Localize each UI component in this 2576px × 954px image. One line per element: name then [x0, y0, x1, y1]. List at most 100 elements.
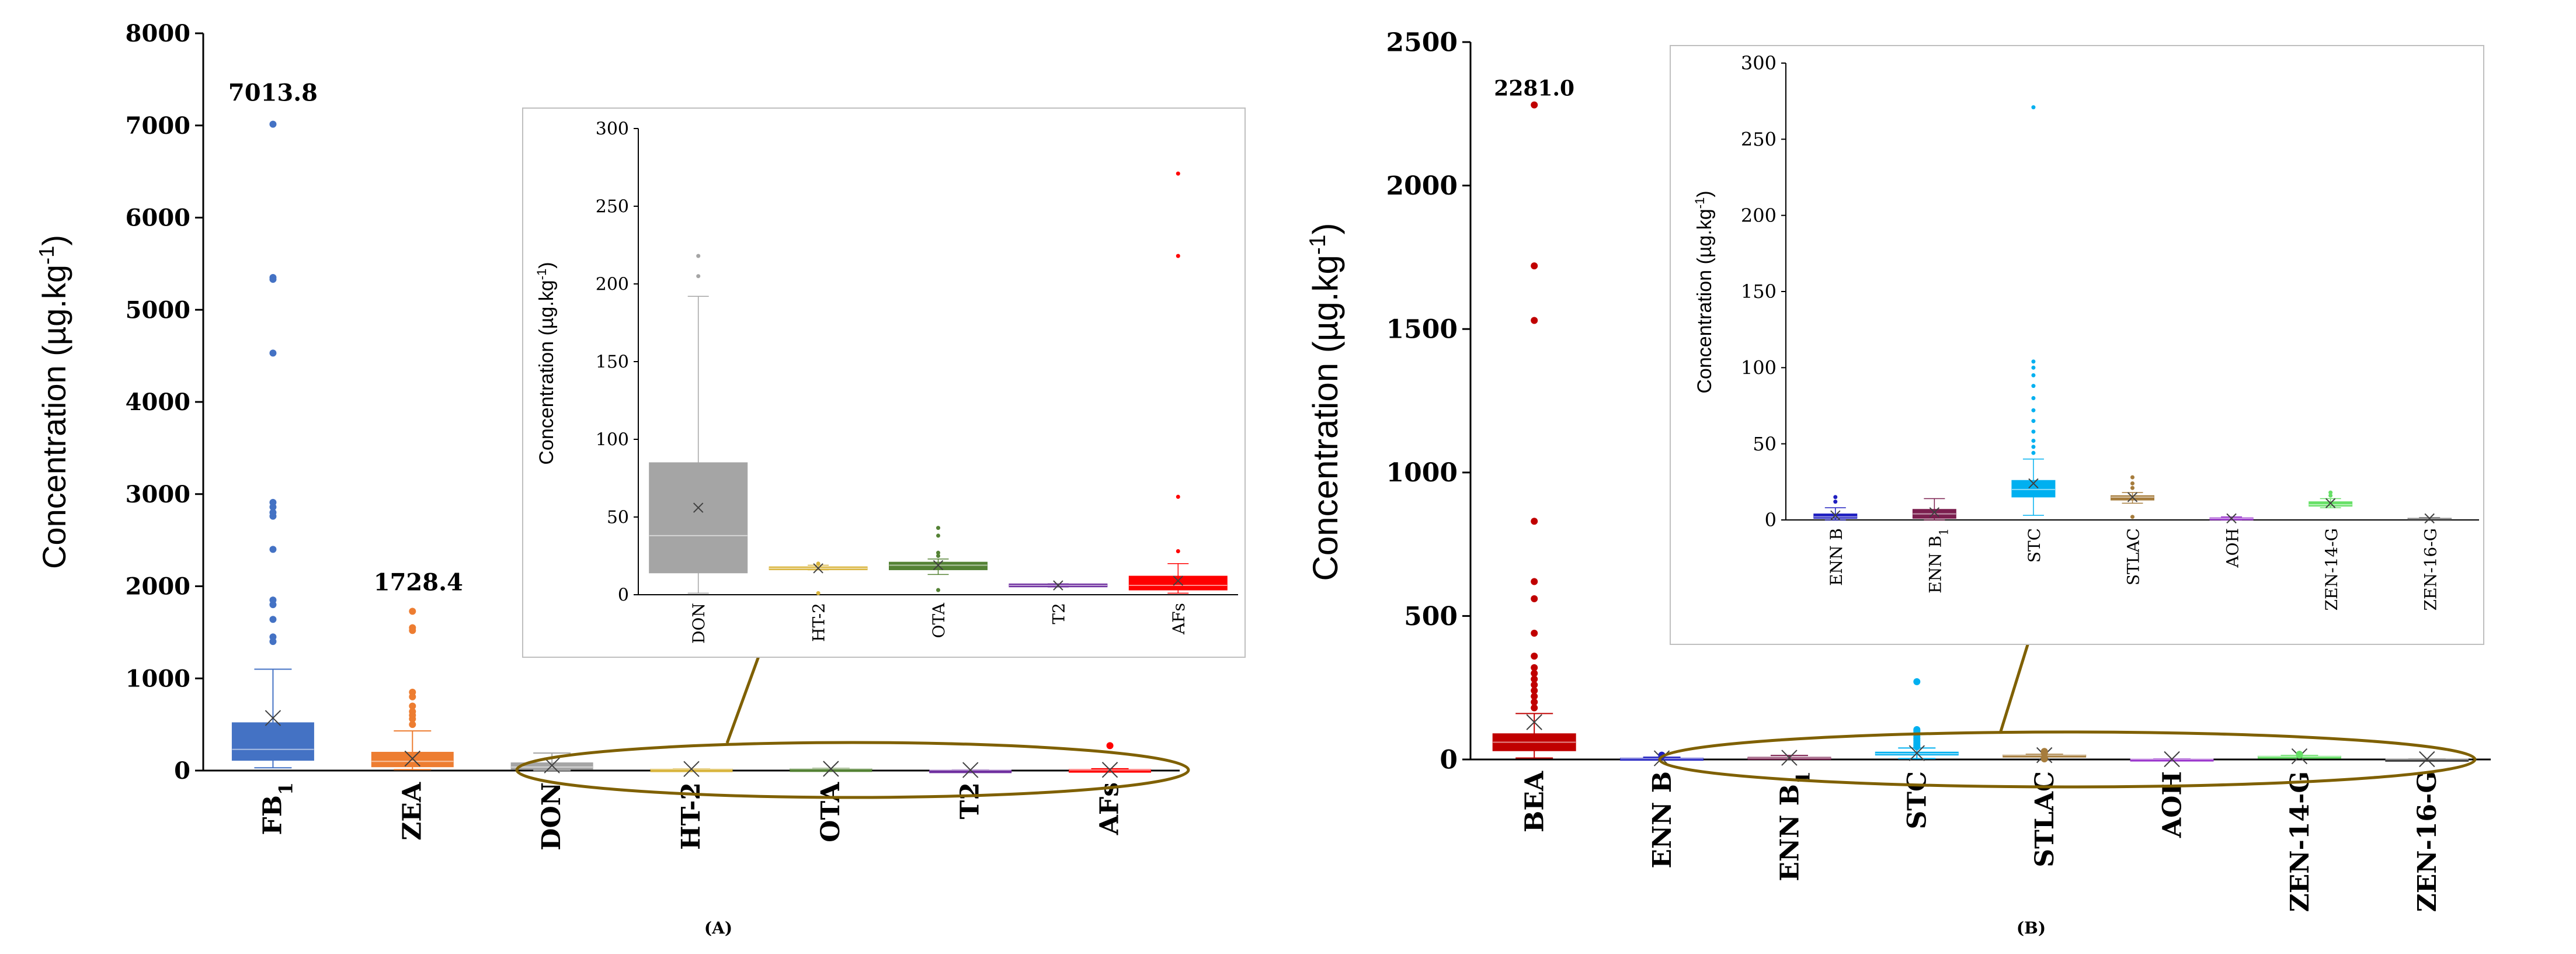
outlier-point — [1531, 681, 1538, 689]
box-8 — [2385, 751, 2469, 768]
outlier-point — [2031, 373, 2036, 377]
x-tick-label: STC — [1903, 771, 1932, 830]
mean-marker — [265, 710, 281, 726]
box-body — [371, 751, 454, 768]
x-tick-label: OTA — [816, 782, 846, 842]
outlier-point — [2031, 419, 2036, 424]
mean-marker — [2419, 751, 2435, 768]
x-tick-label: ENN B — [1827, 528, 1846, 586]
outlier-point — [269, 601, 277, 609]
box-2 — [371, 608, 454, 771]
y-tick-label: 0 — [174, 757, 190, 785]
box-3 — [1747, 750, 1831, 766]
x-tick-label-text: OTA — [816, 782, 846, 842]
outlier-point — [2130, 475, 2135, 480]
mean-marker — [2127, 492, 2138, 502]
outlier-point — [1913, 678, 1921, 685]
x-tick-label: DON — [537, 782, 566, 851]
outlier-point — [2040, 755, 2048, 763]
outlier-point — [1531, 687, 1538, 695]
outlier-point — [1531, 518, 1538, 525]
y-axis-title-b-superscript: -1 — [1305, 235, 1330, 255]
box-3 — [2011, 105, 2056, 516]
outlier-point — [409, 702, 416, 710]
outlier-point — [269, 546, 277, 553]
y-tick-label: 1000 — [1386, 458, 1458, 488]
inset-frame-b — [1670, 45, 2484, 645]
x-tick-label-text: ENN B — [1775, 784, 1805, 881]
outlier-point — [1531, 675, 1538, 683]
x-tick-label: HT-2 — [809, 603, 829, 642]
y-tick-label: 2500 — [1386, 27, 1458, 57]
mean-marker — [1781, 750, 1798, 766]
x-tick-label-text: ENN B — [1827, 528, 1846, 586]
outlier-point — [936, 588, 940, 592]
box-3 — [889, 526, 988, 592]
outlier-point — [1531, 698, 1538, 706]
outlier-point — [269, 616, 277, 623]
inset-y-axis-title-a-text: Concentration (µg.kg — [536, 280, 558, 464]
box-body — [1128, 575, 1228, 591]
box-5 — [2209, 513, 2254, 524]
y-tick-label: 250 — [596, 197, 629, 217]
mean-marker — [2325, 498, 2336, 509]
y-tick-label: 0 — [618, 585, 629, 606]
x-tick-label: T2 — [1049, 603, 1068, 625]
y-tick-label: 4000 — [126, 388, 190, 416]
outlier-point — [269, 503, 277, 511]
x-tick-label-text: BEA — [1520, 771, 1550, 832]
mean-marker — [683, 761, 700, 778]
x-tick-label-text: ZEN-14-G — [2322, 528, 2341, 610]
outlier-point — [409, 715, 416, 723]
y-tick-label: 0 — [1440, 745, 1458, 775]
outlier-point — [2296, 751, 2303, 759]
outlier-point — [2031, 408, 2036, 412]
mean-marker — [1929, 507, 1940, 518]
box-6 — [2130, 751, 2214, 768]
mean-marker — [2226, 513, 2237, 524]
box-5 — [790, 761, 872, 777]
x-tick-label-text: ENN B — [1647, 771, 1677, 868]
box-2 — [769, 561, 868, 595]
x-tick-label-text: ZEN-16-G — [2412, 771, 2442, 912]
y-axis-title-a-text: Concentration (µg.kg — [36, 265, 72, 569]
x-tick-label: ZEA — [397, 782, 427, 841]
x-tick-label-subscript: 1 — [1937, 528, 1951, 536]
mean-marker — [1173, 575, 1184, 586]
outlier-point — [1531, 629, 1538, 637]
annotation-max-zea: 1728.4 — [374, 568, 463, 596]
mean-marker — [404, 750, 420, 767]
x-tick-label-text: ENN B — [1926, 536, 1945, 594]
x-tick-label: ZEN-16-G — [2421, 528, 2440, 610]
x-tick-label-text: DON — [537, 782, 566, 851]
y-tick-label: 1000 — [126, 665, 190, 692]
x-tick-label-text: ZEN-16-G — [2421, 528, 2440, 610]
outlier-point — [1531, 595, 1538, 602]
box-4 — [1009, 580, 1108, 591]
outlier-point — [1531, 704, 1538, 712]
outlier-point — [1531, 578, 1538, 585]
y-axis-title-b-text: Concentration (µg.kg — [1306, 255, 1345, 581]
outlier-point — [1833, 499, 1838, 504]
y-tick-label: 50 — [1753, 433, 1777, 455]
outlier-point — [2130, 481, 2135, 485]
mean-marker — [1053, 580, 1063, 591]
x-tick-label: OTA — [929, 602, 948, 638]
mean-marker — [1830, 510, 1841, 521]
y-tick-label: 0 — [1765, 509, 1777, 531]
box-4 — [1875, 678, 1959, 761]
outlier-point — [409, 627, 416, 634]
y-tick-label: 2000 — [126, 573, 190, 601]
outlier-point — [409, 608, 416, 615]
box-6 — [2309, 490, 2353, 509]
panel-label-a: (A) — [704, 918, 732, 938]
y-tick-label: 5000 — [126, 296, 190, 324]
mean-marker — [1908, 745, 1925, 761]
callout-ellipse-a — [515, 741, 1190, 799]
mean-marker — [823, 761, 839, 777]
x-tick-label-text: STC — [2025, 528, 2044, 563]
inset-y-axis-title-a-close: ) — [536, 262, 558, 268]
